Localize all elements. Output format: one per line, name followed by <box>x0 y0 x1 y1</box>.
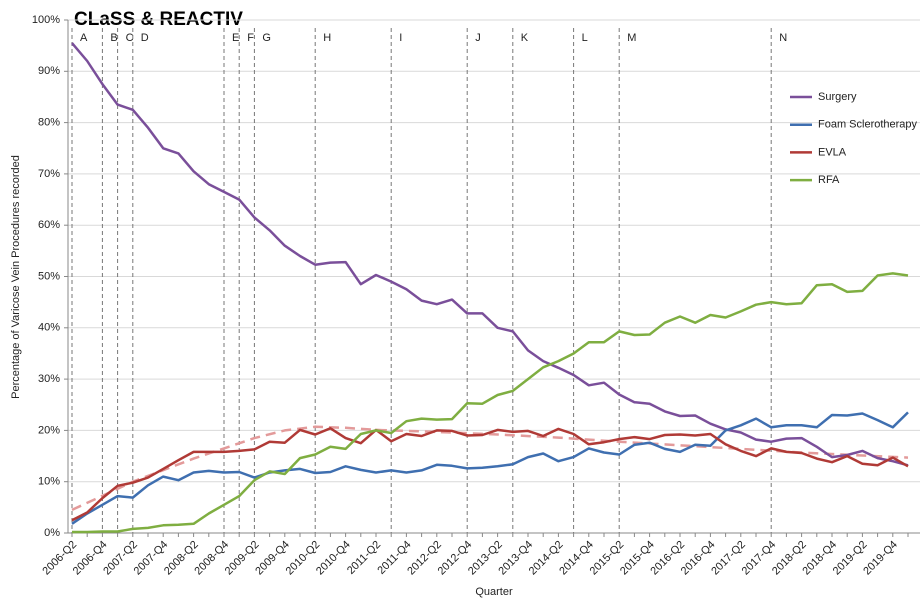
y-tick-label: 40% <box>38 322 60 334</box>
series-line <box>71 411 909 525</box>
series-line <box>71 427 909 522</box>
annotation-label: G <box>262 32 271 44</box>
y-tick-label: 30% <box>38 373 60 385</box>
annotation-label: M <box>627 32 636 44</box>
legend-label: EVLA <box>818 146 847 158</box>
x-axis-label: Quarter <box>475 586 513 598</box>
annotation-label: I <box>399 32 402 44</box>
y-tick-label: 10% <box>38 476 60 488</box>
annotation-label: C <box>126 32 134 44</box>
y-tick-label: 80% <box>38 117 60 129</box>
y-tick-label: 100% <box>32 14 60 26</box>
trend-line <box>71 425 909 512</box>
legend-label: RFA <box>818 174 840 186</box>
annotation-label: F <box>247 32 254 44</box>
annotation-label: L <box>582 32 588 44</box>
y-axis-label: Percentage of Varicose Vein Procedures r… <box>10 155 22 399</box>
y-tick-label: 20% <box>38 424 60 436</box>
annotation-label: J <box>475 32 481 44</box>
legend-label: Foam Sclerotherapy <box>818 119 918 131</box>
y-tick-label: 60% <box>38 219 60 231</box>
y-tick-label: 90% <box>38 65 60 77</box>
annotation-label: K <box>521 32 529 44</box>
series-line <box>72 272 909 534</box>
annotation-label: H <box>323 32 331 44</box>
annotation-label: B <box>110 32 117 44</box>
annotation-label: D <box>141 32 149 44</box>
x-tick-label: 2019-Q4 <box>861 539 900 578</box>
y-tick-label: 70% <box>38 168 60 180</box>
annotation-label: N <box>779 32 787 44</box>
y-tick-label: 0% <box>44 527 60 539</box>
annotation-label: E <box>232 32 239 44</box>
series-line <box>71 42 909 467</box>
y-tick-label: 50% <box>38 270 60 282</box>
legend-label: Surgery <box>818 91 857 103</box>
annotation-label: A <box>80 32 88 44</box>
